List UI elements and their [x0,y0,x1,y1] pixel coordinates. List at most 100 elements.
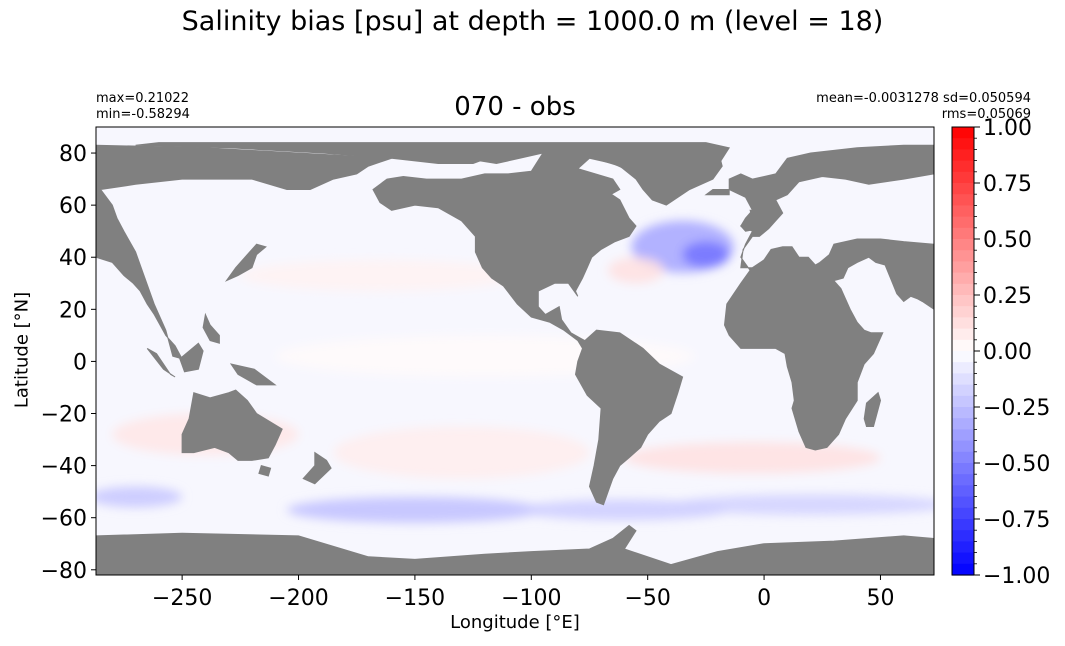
colorbar-level [952,306,974,318]
colorbar-tick-label: 0.75 [983,172,1032,197]
land-mask [96,142,934,575]
colorbar-axis: 1.00 0.75 0.50 0.25 0.00 −0.25 −0.50 −0.75 −1.00 [974,116,1050,589]
colorbar-level [952,250,974,262]
y-axis: 80 60 40 20 0 −20 −40 −60 −80 [41,142,96,584]
stats-right: mean=-0.0031278 sd=0.050594 rms=0.05069 [816,91,1031,123]
anomaly-southern-ocean-band-3 [671,494,934,516]
colorbar-level [952,384,974,397]
colorbar-level [952,328,974,341]
axes-title: 070 - obs [454,92,576,122]
axes-frame [95,126,935,576]
stat-rms: rms=0.05069 [941,107,1031,122]
land-greenland [592,144,723,206]
colorbar-level [952,563,974,576]
colorbar-level [952,272,974,285]
y-tick-label: 0 [73,350,87,375]
colorbar-level [952,160,974,173]
colorbar-tick-label: 0.25 [983,284,1032,309]
colorbar-level [952,362,974,374]
colorbar-tick-label: 1.00 [983,116,1032,141]
y-tick-label: 40 [59,246,87,271]
colorbar-level [952,395,974,408]
land-baffin [548,168,621,201]
stat-min: min=-0.58294 [96,107,190,122]
x-tick-label: 0 [757,586,771,611]
stat-max: max=0.21022 [96,91,189,106]
colorbar-level [952,429,974,442]
land-british-isles [740,209,765,232]
y-tick-label: −80 [41,559,87,584]
colorbar-level [952,496,974,509]
colorbar-tick-label: 0.00 [983,340,1032,365]
x-tick-label: −100 [501,586,561,611]
y-tick-label: 20 [59,298,87,323]
land-eurasia [96,144,392,360]
land-sumatra [146,347,176,378]
y-tick-label: −20 [41,403,87,428]
colorbar-level [952,149,974,162]
y-axis-label: Latitude [°N] [11,291,33,409]
y-tick-label: −40 [41,455,87,480]
figure-suptitle: Salinity bias [psu] at depth = 1000.0 m … [181,6,884,37]
colorbar-level [952,295,974,307]
colorbar-level [952,451,974,464]
colorbar-level [952,541,974,554]
anomaly-indian-southern [96,486,183,508]
colorbar-level [952,485,974,498]
colorbar-level [952,194,974,206]
colorbar-level [952,171,974,184]
colorbar-level [952,205,974,218]
anomaly-gulf-of-mexico [608,257,664,284]
land-philippines [202,312,220,344]
land-madagascar [863,391,882,427]
colorbar-level [952,339,974,352]
anomaly-south-pacific [333,426,590,479]
x-axis: −250 −200 −150 −100 −50 0 50 [152,575,894,611]
anomaly-south-atlantic-40s [624,442,881,474]
colorbar-level [952,474,974,486]
colorbar-level [952,239,974,251]
colorbar-level [952,507,974,520]
land-americas [135,142,731,506]
colorbar-level [952,283,974,296]
colorbar-level [952,183,974,195]
land-borneo [179,342,204,373]
x-tick-label: −200 [268,586,328,611]
map-plot-area [96,127,934,575]
y-tick-label: 60 [59,194,87,219]
colorbar-level [952,418,974,430]
y-tick-label: 80 [59,142,87,167]
x-tick-label: −50 [624,586,670,611]
land-new-zealand [302,451,332,485]
colorbar-level [952,317,974,330]
colorbar-level [952,351,974,363]
colorbar-level [952,373,974,386]
colorbar-level [952,127,974,139]
y-tick-label: −60 [41,507,87,532]
x-tick-label: −150 [385,586,445,611]
x-axis-label: Longitude [°E] [450,612,580,633]
land-japan [224,243,267,282]
anomaly-labrador [682,241,730,268]
land-antarctica [96,524,934,575]
colorbar-tick-label: −0.75 [983,508,1050,533]
colorbar-level [952,463,974,475]
stats-left: max=0.21022 min=-0.58294 [96,91,190,123]
colorbar-level [952,552,974,565]
colorbar-tick-label: −1.00 [983,564,1050,589]
colorbar-level [952,530,974,542]
land-tasmania [258,464,272,477]
x-tick-label: −250 [152,586,212,611]
anomaly-north-pacific [240,259,520,292]
colorbar-level [952,261,974,274]
colorbar-level [952,407,974,419]
x-tick-label: 50 [866,586,894,611]
land-new-guinea [229,363,277,386]
colorbar-level [952,216,974,229]
colorbar-tick-label: 0.50 [983,228,1032,253]
colorbar-tick-label: −0.50 [983,452,1050,477]
colorbar-level [952,519,974,531]
stat-mean-sd: mean=-0.0031278 sd=0.050594 [816,91,1031,106]
colorbar [951,126,975,576]
